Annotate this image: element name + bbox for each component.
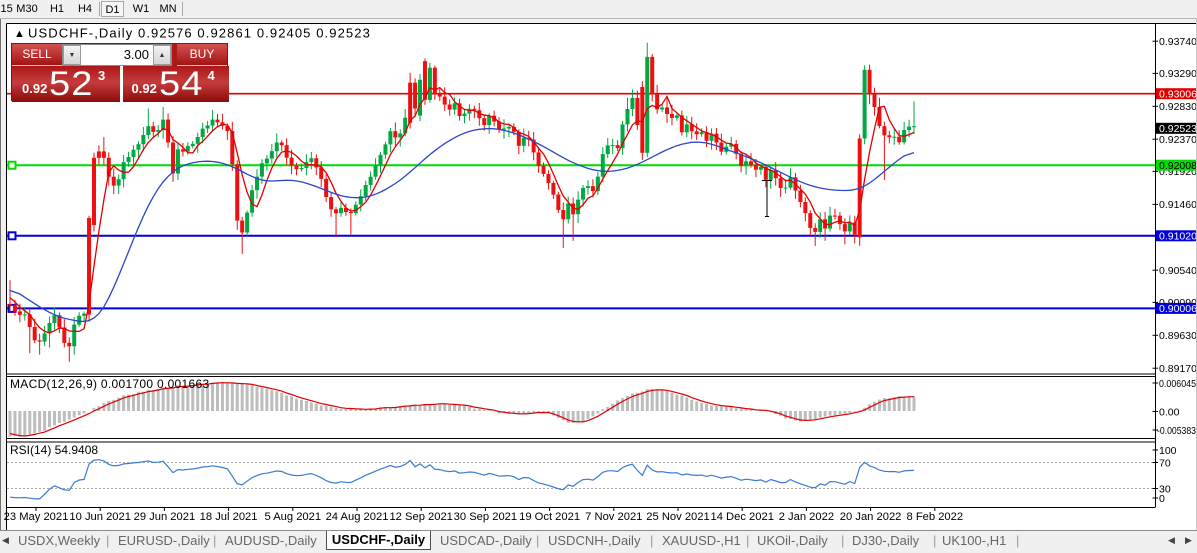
svg-text:19 Oct 2021: 19 Oct 2021	[519, 511, 580, 523]
svg-text:14 Dec 2021: 14 Dec 2021	[710, 511, 773, 523]
svg-text:0.92370: 0.92370	[1159, 134, 1197, 146]
svg-text:▲: ▲	[14, 28, 25, 40]
svg-text:12 Sep 2021: 12 Sep 2021	[389, 511, 452, 523]
svg-text:7 Nov 2021: 7 Nov 2021	[585, 511, 642, 523]
svg-text:100: 100	[1159, 445, 1177, 457]
svg-text:8 Feb 2022: 8 Feb 2022	[906, 511, 963, 523]
svg-text:0.93290: 0.93290	[1159, 68, 1197, 80]
svg-text:0.91460: 0.91460	[1159, 199, 1197, 211]
svg-text:MACD(12,26,9) 0.001700 0.00166: MACD(12,26,9) 0.001700 0.001663	[10, 377, 209, 391]
svg-text:29 Jun 2021: 29 Jun 2021	[134, 511, 196, 523]
svg-text:0.89170: 0.89170	[1159, 363, 1197, 375]
svg-text:23 May 2021: 23 May 2021	[4, 511, 69, 523]
svg-text:5 Aug 2021: 5 Aug 2021	[264, 511, 321, 523]
svg-text:USDCHF-,Daily 0.92576 0.92861: USDCHF-,Daily 0.92576 0.92861 0.92405 0.…	[28, 26, 371, 41]
svg-text:30 Sep 2021: 30 Sep 2021	[454, 511, 517, 523]
svg-text:0.00: 0.00	[1159, 406, 1180, 418]
svg-text:0.91020: 0.91020	[1159, 231, 1197, 243]
svg-text:20 Jan 2022: 20 Jan 2022	[840, 511, 902, 523]
svg-text:70: 70	[1159, 457, 1171, 469]
svg-text:0.92008: 0.92008	[1159, 160, 1197, 172]
svg-text:0.93740: 0.93740	[1159, 36, 1197, 48]
svg-text:0: 0	[1159, 493, 1165, 505]
svg-text:18 Jul 2021: 18 Jul 2021	[200, 511, 258, 523]
svg-text:25 Nov 2021: 25 Nov 2021	[646, 511, 709, 523]
svg-text:0.93006: 0.93006	[1159, 89, 1197, 101]
svg-text:0.92830: 0.92830	[1159, 101, 1197, 113]
svg-text:RSI(14) 54.9408: RSI(14) 54.9408	[10, 443, 98, 457]
svg-text:30: 30	[1159, 483, 1171, 495]
svg-text:0.90540: 0.90540	[1159, 265, 1197, 277]
svg-text:10 Jun 2021: 10 Jun 2021	[69, 511, 131, 523]
svg-text:0.006045: 0.006045	[1159, 378, 1196, 390]
svg-text:24 Aug 2021: 24 Aug 2021	[326, 511, 389, 523]
svg-text:-0.005383: -0.005383	[1157, 425, 1196, 437]
svg-text:2 Jan 2022: 2 Jan 2022	[779, 511, 834, 523]
svg-text:0.90006: 0.90006	[1159, 303, 1197, 315]
svg-text:0.89630: 0.89630	[1159, 330, 1197, 342]
svg-text:0.92523: 0.92523	[1159, 123, 1197, 135]
